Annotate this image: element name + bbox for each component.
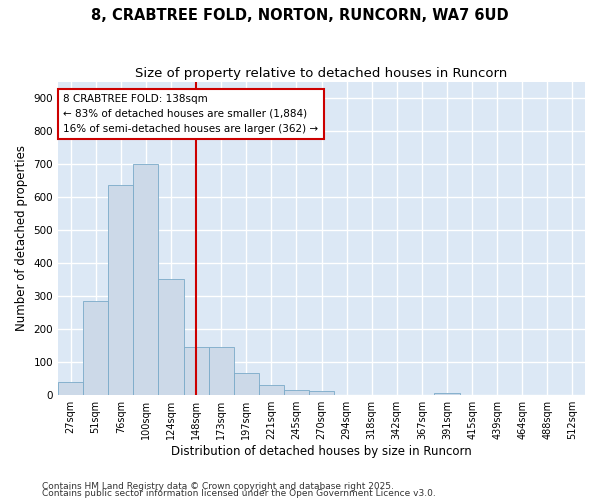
Bar	[83, 301, 108, 394]
Text: Contains HM Land Registry data © Crown copyright and database right 2025.: Contains HM Land Registry data © Crown c…	[42, 482, 394, 491]
Bar	[108, 186, 133, 394]
Text: 8, CRABTREE FOLD, NORTON, RUNCORN, WA7 6UD: 8, CRABTREE FOLD, NORTON, RUNCORN, WA7 6…	[91, 8, 509, 22]
Bar	[58, 382, 83, 394]
Bar	[434, 393, 460, 394]
Bar	[309, 392, 334, 394]
Bar	[158, 280, 184, 394]
Bar	[184, 347, 209, 395]
Text: 8 CRABTREE FOLD: 138sqm
← 83% of detached houses are smaller (1,884)
16% of semi: 8 CRABTREE FOLD: 138sqm ← 83% of detache…	[64, 94, 319, 134]
Text: Contains public sector information licensed under the Open Government Licence v3: Contains public sector information licen…	[42, 489, 436, 498]
Bar	[209, 347, 233, 395]
Bar	[259, 385, 284, 394]
Title: Size of property relative to detached houses in Runcorn: Size of property relative to detached ho…	[136, 68, 508, 80]
Bar	[133, 164, 158, 394]
Y-axis label: Number of detached properties: Number of detached properties	[15, 145, 28, 331]
Bar	[284, 390, 309, 394]
X-axis label: Distribution of detached houses by size in Runcorn: Distribution of detached houses by size …	[171, 444, 472, 458]
Bar	[233, 374, 259, 394]
